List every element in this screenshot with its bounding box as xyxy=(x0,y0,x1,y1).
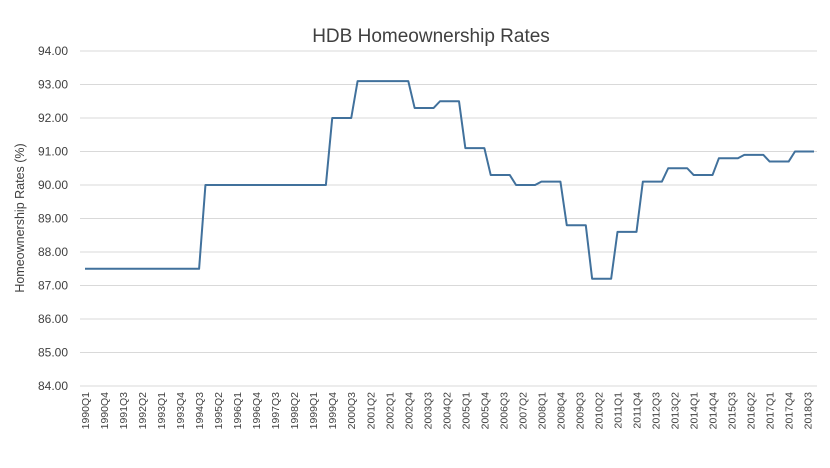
x-tick-label: 2014Q1 xyxy=(689,392,701,430)
y-axis-tick-labels: 84.00 85.00 86.00 87.00 88.00 89.00 90.00 91.00… xyxy=(38,44,68,393)
x-tick-label: 1990Q1 xyxy=(80,392,92,430)
x-tick-label: 2010Q2 xyxy=(593,392,605,430)
y-axis-label: Homeownership Rates (%) xyxy=(13,143,27,292)
x-tick-label: 1990Q4 xyxy=(99,392,111,430)
x-tick-label: 2016Q2 xyxy=(746,392,758,430)
x-tick-label: 1995Q2 xyxy=(213,392,225,430)
x-tick-label: 2000Q3 xyxy=(346,392,358,430)
x-tick-label: 1993Q4 xyxy=(175,392,187,430)
y-tick-label: 94.00 xyxy=(38,44,68,58)
y-tick-label: 86.00 xyxy=(38,312,68,326)
x-tick-label: 2017Q1 xyxy=(765,392,777,430)
x-tick-label: 2004Q2 xyxy=(441,392,453,430)
x-tick-label: 2015Q3 xyxy=(727,392,739,430)
y-tick-label: 91.00 xyxy=(38,145,68,159)
x-tick-label: 2009Q3 xyxy=(574,392,586,430)
x-axis-tick-labels: 1990Q1 1990Q4 1991Q3 1992Q2 1993Q1 1993Q4 1994… xyxy=(80,392,815,430)
y-tick-label: 85.00 xyxy=(38,346,68,360)
y-tick-label: 88.00 xyxy=(38,245,68,259)
y-tick-label: 84.00 xyxy=(38,379,68,393)
y-tick-label: 87.00 xyxy=(38,279,68,293)
x-tick-label: 1993Q1 xyxy=(156,392,168,430)
x-tick-label: 2002Q4 xyxy=(403,392,415,430)
x-tick-label: 2012Q3 xyxy=(651,392,663,430)
y-tick-label: 93.00 xyxy=(38,78,68,92)
x-tick-label: 2011Q4 xyxy=(632,392,644,429)
x-tick-label: 1996Q1 xyxy=(232,392,244,430)
x-tick-label: 1999Q4 xyxy=(327,392,339,430)
x-tick-label: 1998Q2 xyxy=(289,392,301,430)
x-tick-label: 2005Q1 xyxy=(460,392,472,430)
x-tick-label: 1994Q3 xyxy=(194,392,206,430)
x-tick-label: 2011Q1 xyxy=(612,392,624,429)
x-tick-label: 1999Q1 xyxy=(308,392,320,430)
series-layer xyxy=(85,80,814,280)
x-tick-label: 2014Q4 xyxy=(708,392,720,430)
chart-title: HDB Homeownership Rates xyxy=(312,26,550,47)
x-tick-label: 1991Q3 xyxy=(118,392,130,430)
x-tick-label: 2017Q4 xyxy=(784,392,796,430)
x-tick-label: 2006Q3 xyxy=(498,392,510,430)
y-tick-label: 89.00 xyxy=(38,212,68,226)
x-tick-label: 2005Q4 xyxy=(479,392,491,430)
x-tick-label: 2001Q2 xyxy=(365,392,377,430)
series-line xyxy=(85,80,814,280)
x-tick-label: 2007Q2 xyxy=(517,392,529,430)
x-tick-label: 2013Q2 xyxy=(670,392,682,430)
x-tick-label: 1992Q2 xyxy=(137,392,149,430)
y-tick-label: 92.00 xyxy=(38,111,68,125)
x-tick-label: 2008Q4 xyxy=(555,392,567,430)
x-tick-label: 2002Q1 xyxy=(384,392,396,430)
x-tick-label: 2008Q1 xyxy=(536,392,548,430)
x-tick-label: 1996Q4 xyxy=(251,392,263,430)
y-tick-label: 90.00 xyxy=(38,178,68,192)
x-tick-label: 2003Q3 xyxy=(422,392,434,430)
x-tick-label: 1997Q3 xyxy=(270,392,282,430)
x-tick-label: 2018Q3 xyxy=(803,392,815,430)
